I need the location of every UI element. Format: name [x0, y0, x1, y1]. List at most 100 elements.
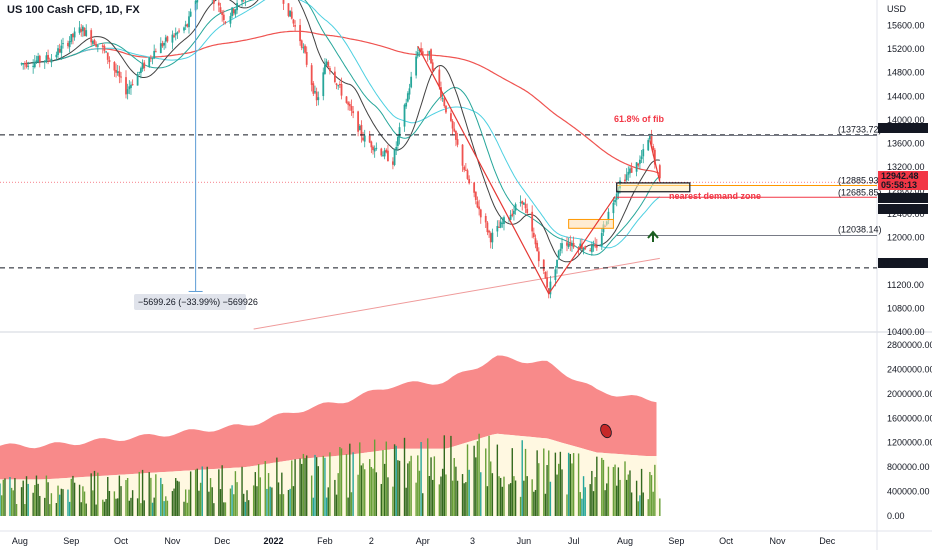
candle-body: [501, 222, 504, 224]
volume-bar: [277, 482, 280, 516]
candle-body: [450, 113, 452, 121]
volume-bar: [592, 491, 595, 516]
candle-body: [451, 121, 454, 129]
volume-bar: [461, 474, 464, 516]
candle-body: [37, 56, 40, 62]
volume-bar: [544, 493, 547, 516]
candle-body: [443, 98, 446, 107]
volume-bar: [10, 487, 13, 516]
volume-bar: [486, 486, 489, 516]
volume-bar: [463, 483, 465, 516]
volume-bar: [102, 499, 104, 516]
price-axis-tick: 14800.00: [887, 68, 925, 78]
volume-bar: [324, 457, 326, 516]
volume-bar: [315, 457, 318, 516]
volume-bar: [596, 456, 598, 516]
candle-body: [35, 60, 38, 63]
volume-bar: [509, 483, 512, 516]
measure-label: −5699.26 (−33.99%) −569926: [138, 297, 258, 307]
candle-body: [304, 45, 306, 53]
volume-bar: [627, 474, 630, 516]
ma-short-line: [21, 0, 660, 263]
volume-axis-tick: 400000.00: [887, 487, 930, 497]
volume-bar: [97, 472, 99, 516]
candle-body: [524, 203, 527, 209]
volume-bar: [431, 479, 434, 516]
volume-bar: [233, 494, 235, 516]
volume-bar: [370, 466, 373, 516]
volume-bar: [490, 461, 492, 516]
candle-body: [410, 76, 413, 88]
volume-bar: [382, 450, 384, 516]
candle-body: [569, 242, 572, 246]
candle-body: [80, 29, 83, 32]
candle-body: [511, 213, 514, 216]
volume-bar: [231, 485, 233, 516]
candle-body: [183, 27, 185, 31]
volume-bar: [630, 492, 633, 516]
candle-body: [479, 209, 482, 218]
candle-body: [445, 105, 447, 113]
volume-bar: [213, 503, 215, 516]
volume-bar: [299, 458, 301, 516]
candle-body: [90, 30, 93, 43]
volume-bar: [476, 441, 479, 516]
volume-bar: [408, 461, 411, 516]
volume-bar: [165, 496, 167, 516]
candle-body: [60, 45, 63, 54]
trend-line-red: [649, 140, 661, 182]
volume-bar: [357, 474, 359, 516]
volume-bar: [639, 495, 641, 516]
candle-body: [23, 63, 26, 65]
candle-body: [22, 63, 25, 65]
candle-body: [398, 127, 401, 138]
candle-body: [498, 226, 500, 228]
time-axis-tick: Dec: [214, 536, 231, 546]
price-tag: [878, 258, 928, 268]
candle-body: [166, 36, 169, 42]
candle-body: [348, 103, 351, 107]
ma-long-line: [21, 30, 661, 174]
volume-bar: [538, 463, 540, 516]
fib-level-label: (12885.93): [838, 176, 882, 186]
volume-bar: [188, 489, 190, 516]
candle-body: [314, 91, 316, 93]
volume-bar: [594, 477, 596, 516]
volume-bar: [184, 489, 187, 516]
candle-body: [221, 12, 224, 16]
candle-body: [83, 27, 86, 37]
candle-body: [302, 47, 305, 49]
volume-bar: [37, 483, 39, 516]
volume-bar: [160, 477, 162, 516]
candle-body: [289, 10, 292, 17]
up-arrow-icon: [647, 230, 659, 242]
candle-body: [58, 49, 61, 53]
candle-body: [395, 146, 398, 150]
candle-body: [232, 9, 235, 14]
volume-bar: [584, 487, 586, 516]
candle-body: [148, 57, 151, 67]
candle-body: [363, 135, 366, 142]
price-tag: [878, 204, 928, 214]
volume-bar: [569, 453, 571, 516]
time-axis-tick: 3: [470, 536, 475, 546]
volume-bar: [340, 448, 343, 516]
candle-body: [466, 170, 469, 179]
candle-body: [335, 83, 338, 86]
candle-body: [484, 216, 487, 223]
volume-bar: [572, 453, 575, 516]
candle-body: [420, 48, 422, 52]
volume-bar: [407, 463, 409, 516]
candle-body: [315, 91, 318, 101]
candle-body: [513, 210, 515, 215]
volume-bar: [488, 435, 490, 516]
volume-bar: [650, 475, 653, 516]
candle-body: [130, 84, 132, 88]
volume-bar: [440, 476, 442, 516]
candle-body: [653, 149, 656, 165]
volume-bar: [211, 487, 213, 516]
volume-bar: [178, 481, 180, 516]
volume-bar: [433, 456, 436, 516]
volume-bar: [20, 487, 23, 516]
